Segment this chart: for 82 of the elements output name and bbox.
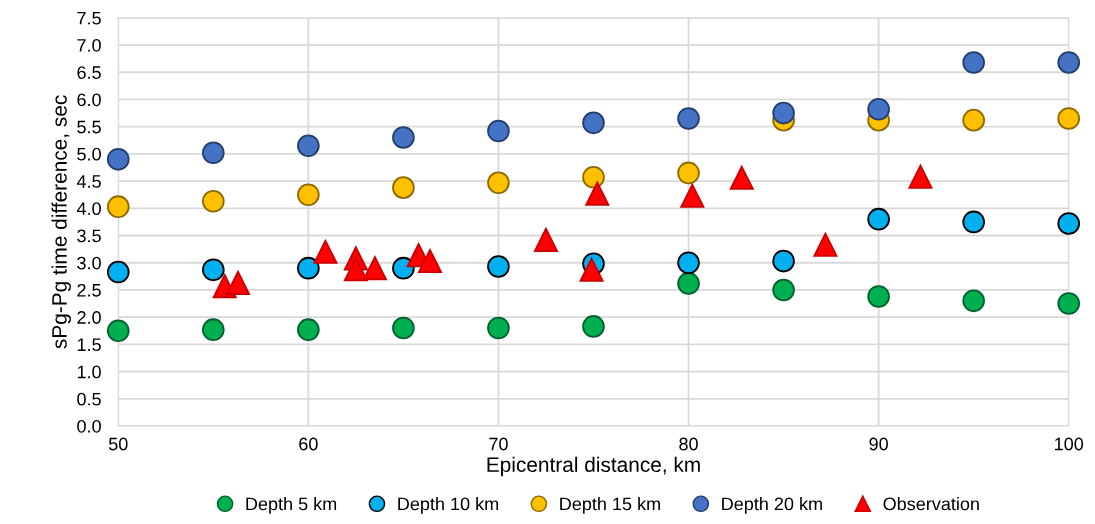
point [582, 165, 605, 189]
y-tick-label: 5.5 [77, 120, 101, 134]
y-tick-label: 0.0 [77, 419, 101, 433]
point [226, 270, 251, 295]
y-tick-label: 3.5 [77, 229, 101, 243]
point [487, 316, 510, 340]
point [772, 249, 795, 273]
x-tick-label: 70 [489, 437, 508, 451]
point [585, 181, 610, 206]
y-tick-label: 3.0 [77, 256, 101, 270]
point [1057, 292, 1081, 315]
point [392, 126, 415, 149]
y-tick-label: 4.5 [76, 175, 101, 188]
point [867, 207, 890, 231]
point [487, 119, 510, 143]
point [1057, 212, 1081, 235]
point [772, 278, 795, 302]
point [813, 232, 838, 257]
y-tick-label: 6.0 [77, 93, 101, 107]
point [487, 255, 510, 278]
point [1057, 107, 1081, 130]
point [362, 256, 387, 281]
point [680, 183, 705, 208]
y-tick-label: 4.0 [76, 202, 101, 216]
point [772, 101, 795, 125]
point [106, 319, 130, 343]
y-tick-label: 1.0 [77, 365, 101, 379]
legend-label: Depth 5 km [246, 497, 337, 514]
point [867, 285, 890, 308]
point [106, 148, 130, 171]
x-tick-label: 80 [679, 437, 698, 451]
point [579, 257, 604, 282]
point [962, 108, 985, 132]
point [1057, 51, 1081, 74]
point [582, 315, 605, 338]
point [729, 165, 754, 190]
point [297, 134, 320, 158]
x-tick-label: 100 [1055, 437, 1084, 451]
point [487, 171, 510, 195]
point [392, 316, 415, 340]
legend-label: Depth 10 km [398, 497, 498, 514]
legend-label: Depth 20 km [722, 497, 822, 514]
point [106, 195, 130, 218]
y-tick-label: 6.5 [77, 66, 101, 79]
point [297, 183, 320, 207]
point [392, 256, 415, 280]
point [392, 176, 415, 199]
x-tick-label: 50 [108, 437, 128, 451]
point [201, 258, 225, 282]
point [908, 164, 933, 189]
x-axis-title: Epicentral distance, km [487, 456, 700, 477]
x-tick-label: 60 [299, 437, 318, 451]
x-tick-label: 90 [869, 437, 888, 451]
point [962, 289, 985, 313]
point [106, 260, 130, 284]
y-axis-title: sPg-Pg time difference, sec [51, 95, 71, 349]
point [201, 141, 225, 165]
point [677, 251, 700, 275]
y-tick-label: 7.0 [77, 38, 101, 52]
point [201, 189, 225, 213]
point [962, 51, 985, 74]
y-tick-label: 5.0 [77, 147, 101, 161]
point [417, 249, 443, 274]
point [533, 227, 558, 252]
y-tick-label: 2.0 [77, 311, 101, 324]
legend-label: Observation [883, 497, 979, 511]
point [343, 257, 368, 282]
y-tick-label: 7.5 [77, 11, 101, 25]
point [297, 318, 320, 341]
legend-label: Depth 15 km [560, 497, 660, 514]
point [201, 318, 225, 341]
point [297, 256, 320, 280]
y-tick-label: 1.5 [77, 338, 101, 352]
point [313, 239, 338, 264]
point [867, 97, 890, 121]
y-tick-label: 2.5 [77, 283, 101, 297]
point [677, 107, 700, 130]
point [962, 210, 985, 234]
y-tick-label: 0.5 [77, 392, 101, 406]
point [582, 111, 605, 135]
point [677, 161, 700, 185]
point [677, 272, 700, 295]
